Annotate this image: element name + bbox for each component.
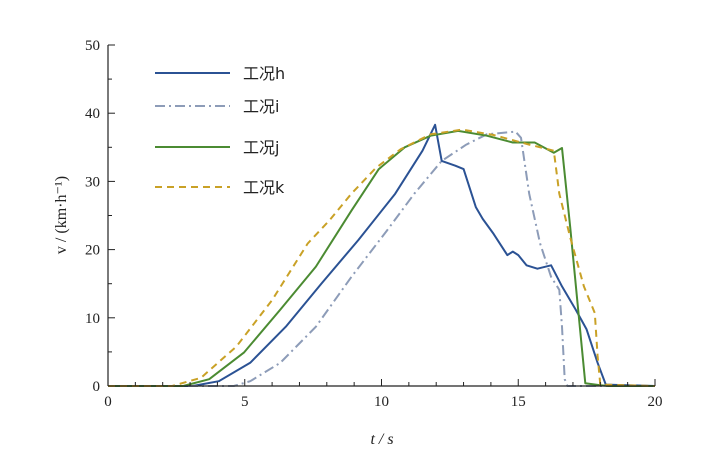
x-tick-label: 0 xyxy=(104,394,112,410)
legend-label: 工况j xyxy=(243,138,279,157)
y-tick-label: 10 xyxy=(85,311,100,327)
axes: 0 5 10 15 20 0 10 20 30 40 50 xyxy=(85,38,663,410)
x-axis-label: t / s xyxy=(370,431,393,448)
series-line-3 xyxy=(108,129,655,387)
x-tick-label: 15 xyxy=(511,394,526,410)
y-tick-label: 40 xyxy=(85,106,100,122)
y-tick-label: 50 xyxy=(85,38,100,54)
series-line-1 xyxy=(108,123,656,387)
x-tick-label: 10 xyxy=(374,394,389,410)
series-line-2 xyxy=(108,130,655,387)
series-layer xyxy=(108,123,656,387)
legend: 工况h 工况i 工况j 工况k xyxy=(155,64,285,197)
x-tick-label: 5 xyxy=(241,394,249,410)
x-tick-label: 20 xyxy=(648,394,663,410)
legend-label: 工况k xyxy=(243,178,285,197)
legend-label: 工况h xyxy=(243,64,285,83)
y-tick-label: 0 xyxy=(93,379,101,395)
legend-label: 工况i xyxy=(243,97,279,116)
series-line-4 xyxy=(108,128,656,387)
y-axis-label: v / (km·h⁻¹) xyxy=(53,176,70,254)
y-tick-label: 20 xyxy=(85,243,100,259)
y-tick-label: 30 xyxy=(85,174,100,190)
